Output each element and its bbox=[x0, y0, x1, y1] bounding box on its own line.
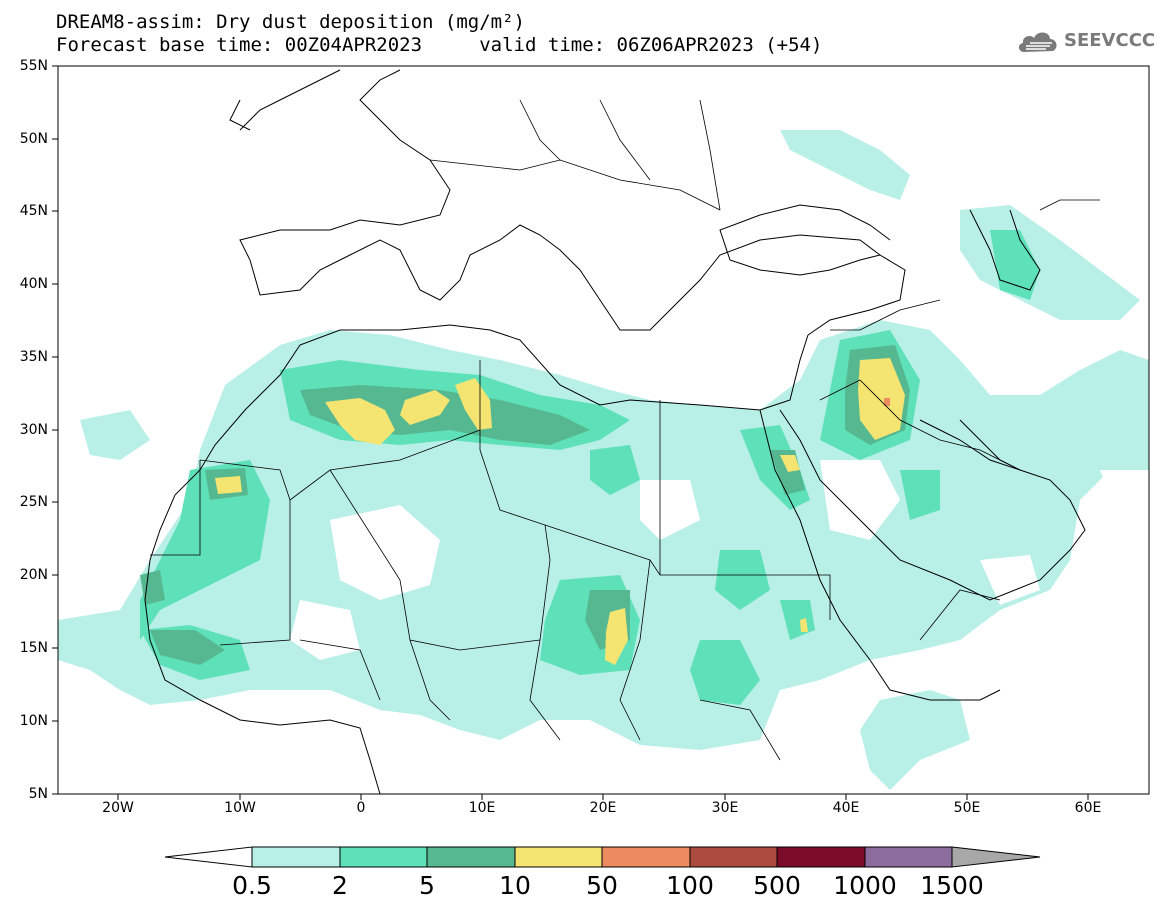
colorbar-label: 5 bbox=[419, 871, 435, 900]
lon-label: 40E bbox=[832, 800, 860, 816]
lat-label: 50N bbox=[19, 131, 48, 147]
lat-label: 25N bbox=[19, 494, 48, 510]
lat-label: 30N bbox=[19, 422, 48, 438]
lat-label: 5N bbox=[28, 786, 48, 802]
colorbar-label: 1000 bbox=[833, 871, 897, 900]
dust-level-50 bbox=[884, 398, 890, 406]
seevccc-logo: SEEVCCC bbox=[1016, 26, 1156, 60]
lat-label: 40N bbox=[19, 276, 48, 292]
dust-gaps bbox=[290, 460, 1149, 660]
colorbar-label: 2 bbox=[332, 871, 348, 900]
logo-text: SEEVCCC bbox=[1064, 30, 1156, 51]
colorbar-label: 1500 bbox=[920, 871, 984, 900]
map-title: DREAM8-assim: Dry dust deposition (mg/m²… bbox=[56, 11, 525, 33]
lon-label: 10W bbox=[224, 800, 256, 816]
lon-label: 20E bbox=[589, 800, 617, 816]
lat-ticks bbox=[52, 65, 58, 795]
lat-label: 55N bbox=[19, 58, 48, 74]
lon-ticks bbox=[117, 794, 1089, 800]
colorbar bbox=[164, 846, 1041, 868]
country-borders bbox=[150, 99, 1100, 761]
lon-label: 50E bbox=[953, 800, 981, 816]
dust-level-10 bbox=[215, 358, 905, 665]
colorbar-bin-3 bbox=[514, 846, 603, 868]
cloud-icon bbox=[1018, 32, 1057, 52]
colorbar-bin-7 bbox=[864, 846, 953, 868]
colorbar-bin-5 bbox=[689, 846, 778, 868]
colorbar-bin-4 bbox=[601, 846, 691, 868]
lat-label: 15N bbox=[19, 640, 48, 656]
colorbar-label: 500 bbox=[753, 871, 801, 900]
colorbar-label: 10 bbox=[499, 871, 531, 900]
colorbar-under-arrow bbox=[164, 846, 253, 868]
lon-label: 10E bbox=[468, 800, 496, 816]
colorbar-bin-1 bbox=[339, 846, 428, 868]
colorbar-over-arrow bbox=[951, 846, 1041, 868]
lon-label: 0 bbox=[356, 800, 366, 816]
colorbar-bin-0 bbox=[251, 846, 341, 868]
forecast-times: Forecast base time: 00Z04APR2023 valid t… bbox=[56, 34, 823, 56]
colorbar-label: 100 bbox=[666, 871, 714, 900]
lon-label: 20W bbox=[102, 800, 134, 816]
colorbar-bin-2 bbox=[426, 846, 516, 868]
lat-label: 10N bbox=[19, 713, 48, 729]
colorbar-label: 50 bbox=[586, 871, 618, 900]
coastlines bbox=[144, 69, 1086, 794]
lon-label: 60E bbox=[1074, 800, 1102, 816]
colorbar-bin-6 bbox=[776, 846, 866, 868]
lon-label: 30E bbox=[711, 800, 739, 816]
lat-label: 45N bbox=[19, 203, 48, 219]
colorbar-label: 0.5 bbox=[232, 871, 272, 900]
lat-label: 35N bbox=[19, 349, 48, 365]
lat-label: 20N bbox=[19, 567, 48, 583]
